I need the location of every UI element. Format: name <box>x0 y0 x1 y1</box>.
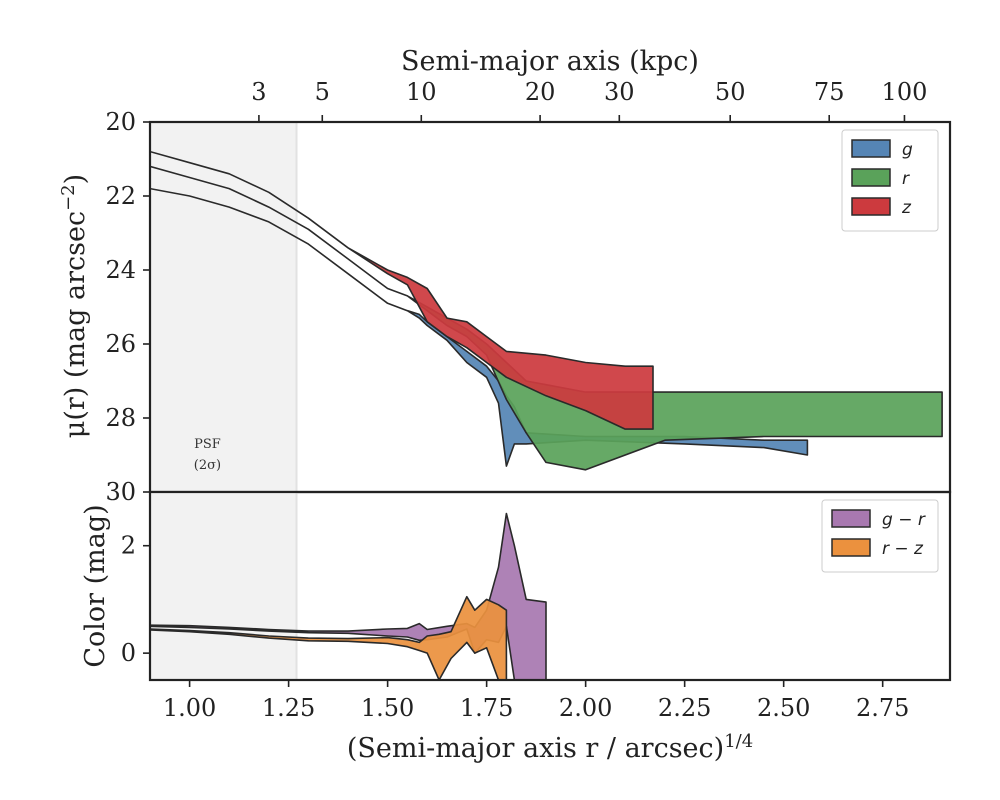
top-band-0 <box>150 187 809 467</box>
top-xtick-label-6: 75 <box>814 78 845 106</box>
top-legend-label-2: z <box>901 198 912 218</box>
top-band-2 <box>150 150 654 430</box>
psf-label: PSF <box>194 437 221 452</box>
top-xtick-label-4: 30 <box>604 78 635 106</box>
top-xtick-label-0: 3 <box>251 78 266 106</box>
top-ytick-label-1: 22 <box>105 182 136 210</box>
top-xtick-label-1: 5 <box>315 78 330 106</box>
top-legend-label-1: r <box>902 169 910 189</box>
top-xtick-label-5: 50 <box>715 78 746 106</box>
bottom-xtick-label-3: 1.75 <box>460 694 513 722</box>
top-xtick-label-3: 20 <box>525 78 556 106</box>
x-axis-title: (Semi-major axis r / arcsec)1/4 <box>347 731 753 764</box>
top-ytick-label-3: 26 <box>105 330 136 358</box>
top-y-axis-title-exponent: −2 <box>58 184 79 211</box>
bottom-plot-area <box>150 492 547 680</box>
bottom-xtick-label-2: 1.50 <box>361 694 414 722</box>
top-legend-swatch-2 <box>851 197 891 216</box>
psf-sublabel: (2σ) <box>194 458 221 473</box>
bottom-y-axis-title: Color (mag) <box>80 504 111 667</box>
top-plot-area <box>150 122 943 492</box>
top-legend-swatch-1 <box>851 168 891 187</box>
bottom-band-1 <box>150 595 508 680</box>
top-y-axis-title-suffix: ) <box>60 174 91 185</box>
top-y-axis-title: μ(r) (mag arcsec−2) <box>58 174 91 438</box>
top-psf-region <box>150 122 297 492</box>
top-legend-label-0: g <box>902 140 913 160</box>
bottom-xtick-label-0: 1.00 <box>163 694 216 722</box>
bottom-ytick-label-1: 2 <box>121 532 136 560</box>
bottom-legend-label-1: r − z <box>882 539 924 559</box>
top-legend-swatch-0 <box>851 139 891 158</box>
top-ytick-label-5: 30 <box>105 478 136 506</box>
top-axis-title: Semi-major axis (kpc) <box>401 46 699 77</box>
top-ytick-label-2: 24 <box>105 256 136 284</box>
top-xtick-label-2: 10 <box>406 78 437 106</box>
top-ytick-label-4: 28 <box>105 404 136 432</box>
x-axis-title-main: (Semi-major axis r / arcsec) <box>347 733 724 764</box>
x-axis-title-exponent: 1/4 <box>724 731 753 752</box>
bottom-frame <box>148 490 952 682</box>
top-ytick-label-0: 20 <box>105 108 136 136</box>
bottom-panel: 0 2 g − r r − z 1.00 1.25 1.50 1.75 2.00 2.25 2.50… <box>121 490 952 722</box>
bottom-legend-label-0: g − r <box>882 510 926 530</box>
bottom-xtick-label-7: 2.75 <box>856 694 909 722</box>
bottom-legend-swatch-1 <box>831 538 871 557</box>
top-panel: 20 22 24 26 28 30 grz PSF (2σ) 3 5 10 20 30 50 75 100 <box>105 78 952 506</box>
bottom-xtick-label-6: 2.50 <box>757 694 810 722</box>
bottom-xtick-label-4: 2.00 <box>559 694 612 722</box>
bottom-legend-swatch-0 <box>831 509 871 528</box>
bottom-ytick-label-0: 0 <box>121 639 136 667</box>
top-band-1 <box>150 165 943 471</box>
bottom-xtick-label-1: 1.25 <box>262 694 315 722</box>
bottom-psf-region <box>150 492 297 680</box>
bottom-band-0 <box>150 512 547 680</box>
top-xtick-label-7: 100 <box>882 78 928 106</box>
top-y-axis-title-main: μ(r) (mag arcsec <box>60 211 91 438</box>
bottom-xtick-label-5: 2.25 <box>658 694 711 722</box>
